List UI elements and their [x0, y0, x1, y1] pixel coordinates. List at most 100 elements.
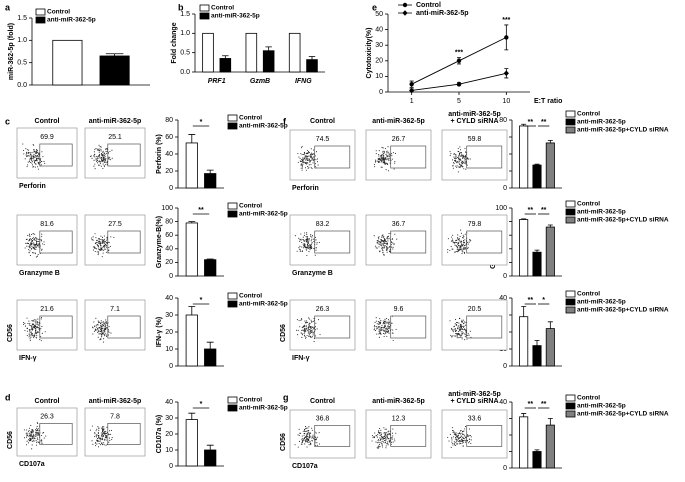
flow-dot — [108, 157, 110, 159]
flow-dot — [378, 432, 380, 434]
flow-dot — [101, 242, 103, 244]
flow-dot — [391, 153, 393, 155]
flow-dot — [98, 443, 100, 445]
flow-dot — [101, 330, 103, 332]
bar — [519, 219, 529, 277]
flow-dot — [96, 243, 98, 245]
significance-label: * — [200, 401, 203, 408]
flow-dot — [466, 435, 468, 437]
legend-label: anti-miR-362-5p — [239, 405, 288, 412]
flow-dot — [29, 339, 31, 342]
flow-dot — [308, 434, 311, 436]
flow-dot — [458, 159, 460, 161]
x-axis-label: E:T ratio — [534, 98, 562, 105]
flow-dot — [392, 441, 394, 443]
flow-dot — [384, 237, 386, 240]
flow-dot — [382, 150, 384, 152]
y-tick-label: 50 — [375, 11, 383, 18]
flow-dot — [377, 327, 379, 329]
flow-dot — [28, 427, 30, 429]
flow-y-label: CD56 — [7, 431, 14, 449]
flow-dot — [90, 155, 92, 157]
flow-dot — [384, 239, 386, 241]
flow-dot — [305, 440, 307, 442]
flow-dot — [384, 326, 386, 328]
flow-dot — [36, 324, 38, 326]
flow-dot — [36, 425, 38, 427]
flow-dot — [306, 437, 308, 439]
flow-dot — [309, 238, 311, 240]
flow-dot — [110, 236, 112, 238]
flow-dot — [382, 153, 384, 155]
flow-dot — [311, 155, 313, 157]
flow-dot — [102, 444, 104, 446]
flow-dot — [98, 240, 100, 243]
flow-dot — [373, 163, 375, 165]
flow-dot — [33, 237, 35, 239]
flow-dot — [460, 244, 462, 246]
flow-dot — [300, 160, 302, 162]
flow-dot — [382, 436, 384, 438]
error-bar — [265, 46, 272, 51]
flow-dot — [99, 249, 101, 251]
flow-dot — [373, 436, 375, 438]
flow-dot — [31, 162, 33, 164]
flow-dot — [455, 333, 457, 335]
flow-dot — [467, 243, 469, 245]
flow-dot — [311, 236, 313, 238]
flow-dot — [386, 236, 388, 238]
flow-dot — [465, 157, 467, 159]
flow-dot — [35, 430, 37, 432]
flow-dot — [458, 160, 460, 162]
flow-dot — [377, 433, 379, 435]
flow-dot — [94, 250, 96, 253]
x-tick-label: 5 — [457, 98, 461, 105]
point — [456, 58, 462, 63]
flow-dot — [96, 159, 99, 162]
flow-dot — [453, 326, 455, 328]
flow-dot — [31, 444, 33, 446]
flow-dot — [296, 319, 298, 321]
legend-swatch — [565, 306, 576, 314]
flow-dot — [96, 160, 98, 162]
flow-dot — [32, 166, 34, 168]
flow-dot — [93, 159, 95, 161]
flow-dot — [468, 241, 470, 243]
flow-dot — [385, 330, 387, 332]
flow-dot — [32, 327, 34, 329]
flow-dot — [100, 243, 102, 245]
flow-dot — [462, 319, 464, 321]
flow-dot — [35, 329, 37, 331]
bar — [204, 449, 217, 467]
y-tick-label: 60 — [165, 232, 173, 239]
flow-dot — [35, 331, 37, 333]
flow-dot — [385, 169, 387, 171]
flow-dot — [28, 324, 30, 326]
flow-dot — [388, 322, 390, 324]
flow-dot — [382, 439, 384, 441]
legend-label: anti-miR-362-5p+CYLD siRNA — [577, 307, 669, 314]
flow-dot — [306, 238, 308, 240]
flow-dot — [101, 442, 103, 444]
flow-dot — [388, 440, 390, 442]
flow-dot — [32, 324, 35, 326]
flow-dot — [312, 434, 314, 436]
legend-swatch — [227, 396, 238, 404]
flow-dot — [387, 163, 389, 166]
flow-dot — [465, 151, 467, 154]
flow-dot — [385, 435, 388, 437]
flow-dot — [383, 432, 385, 434]
flow-dot — [105, 436, 107, 438]
flow-dot — [308, 150, 310, 153]
flow-x-label: Granzyme B — [19, 270, 60, 277]
flow-dot — [95, 436, 98, 438]
flow-dot — [97, 426, 99, 428]
flow-dot — [301, 147, 303, 149]
flow-dot — [452, 165, 454, 167]
error-bar — [188, 412, 196, 420]
flow-dot — [378, 447, 380, 449]
flow-dot — [457, 242, 459, 244]
flow-dot — [382, 251, 384, 253]
legend-swatch — [227, 300, 238, 308]
flow-dot — [376, 247, 378, 249]
